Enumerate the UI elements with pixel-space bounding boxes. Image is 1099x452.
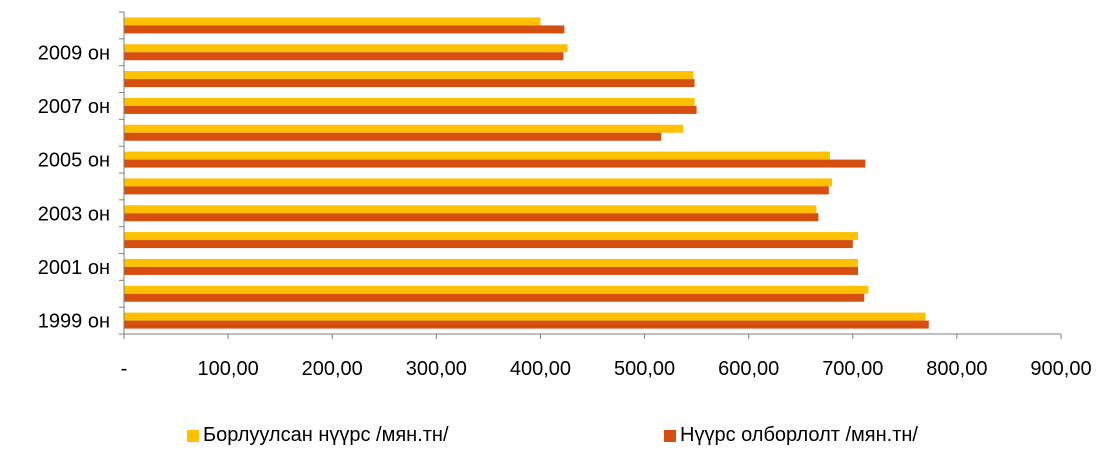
x-tick-label-5: 500,00 (614, 358, 675, 380)
bar-production-2 (124, 266, 858, 275)
bar-production-11 (124, 25, 565, 34)
legend-swatch-production (664, 429, 676, 442)
bar-sold-10 (124, 44, 568, 53)
bar-production-7 (124, 132, 662, 141)
bar-sold-3 (124, 232, 858, 241)
plot-area: 1999 он 2001 он 2003 он 2005 он 2007 он 2009 … (38, 11, 1092, 380)
y-tick-label-8: 2007 он (38, 96, 110, 118)
x-tick-label-3: 300,00 (406, 358, 467, 380)
y-tick-label-0: 1999 он (38, 311, 110, 333)
x-tick-label-6: 600,00 (718, 358, 779, 380)
legend: Борлуулсан нүүрс /мян.тн/ Нүүрс олборлол… (0, 424, 1099, 452)
y-tick-label-6: 2005 он (38, 150, 110, 172)
bar-sold-6 (124, 151, 830, 160)
legend-item-production: Нүүрс олборлолт /мян.тн/ (664, 424, 918, 447)
y-tick-label-2: 2001 он (38, 257, 110, 279)
legend-swatch-sold (187, 429, 199, 442)
x-tick-label-7: 700,00 (822, 358, 883, 380)
bar-sold-7 (124, 124, 684, 133)
legend-label-sold: Борлуулсан нүүрс /мян.тн/ (203, 424, 449, 446)
bar-production-1 (124, 293, 865, 302)
bar-sold-4 (124, 205, 817, 214)
bar-production-9 (124, 79, 695, 88)
legend-item-sold: Борлуулсан нүүрс /мян.тн/ (187, 424, 449, 447)
bar-production-3 (124, 240, 853, 249)
bar-sold-2 (124, 258, 858, 267)
coal-bar-chart: 1999 он 2001 он 2003 он 2005 он 2007 он 2009 … (38, 11, 1092, 380)
bar-production-8 (124, 105, 697, 114)
bar-sold-11 (124, 17, 541, 26)
bar-production-5 (124, 186, 829, 195)
bar-sold-8 (124, 97, 695, 106)
bar-production-0 (124, 320, 929, 329)
legend-label-production: Нүүрс олборлолт /мян.тн/ (680, 424, 918, 446)
y-tick-label-4: 2003 он (38, 203, 110, 225)
x-tick-label-8: 800,00 (926, 358, 987, 380)
x-tick-label-0: - (121, 358, 128, 380)
x-tick-label-1: 100,00 (198, 358, 259, 380)
x-tick-label-9: 900,00 (1030, 358, 1091, 380)
y-tick-label-10: 2009 он (38, 42, 110, 64)
bar-sold-9 (124, 71, 694, 80)
bar-production-6 (124, 159, 866, 168)
bar-sold-1 (124, 285, 869, 294)
bar-sold-5 (124, 178, 832, 187)
bar-production-10 (124, 52, 564, 61)
bar-production-4 (124, 213, 819, 222)
x-tick-label-4: 400,00 (510, 358, 571, 380)
bar-sold-0 (124, 312, 926, 321)
x-tick-label-2: 200,00 (302, 358, 363, 380)
